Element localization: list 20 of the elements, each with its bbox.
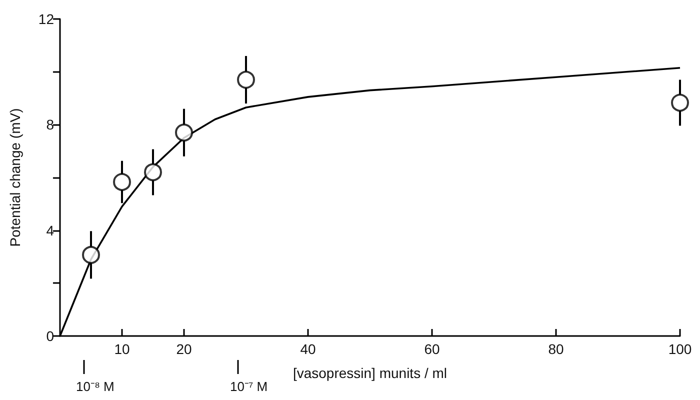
y-tick-label: 4 [46, 222, 54, 238]
y-axis-title: Potential change (mV) [7, 108, 23, 247]
point [144, 163, 162, 182]
point [671, 94, 689, 112]
y-tick-label: 0 [46, 328, 54, 344]
x-tick-label: 10 [114, 341, 130, 357]
text: 10⁻⁸ M [76, 379, 114, 394]
point [175, 124, 193, 142]
point [82, 246, 100, 264]
x-axis-title: [vasopressin] munits / ml [292, 365, 448, 381]
x-tick-label: 20 [176, 341, 192, 357]
x-tick-label: 60 [424, 341, 440, 357]
x-tick-label: 40 [300, 341, 316, 357]
point [237, 70, 255, 89]
y-tick-label: 8 [46, 116, 54, 133]
x-tick-label: 100 [668, 341, 692, 357]
text: 10⁻⁷ M [230, 379, 268, 394]
x-tick-label: 80 [548, 341, 564, 357]
y-tick-label: 12 [38, 11, 54, 27]
point [113, 172, 131, 191]
